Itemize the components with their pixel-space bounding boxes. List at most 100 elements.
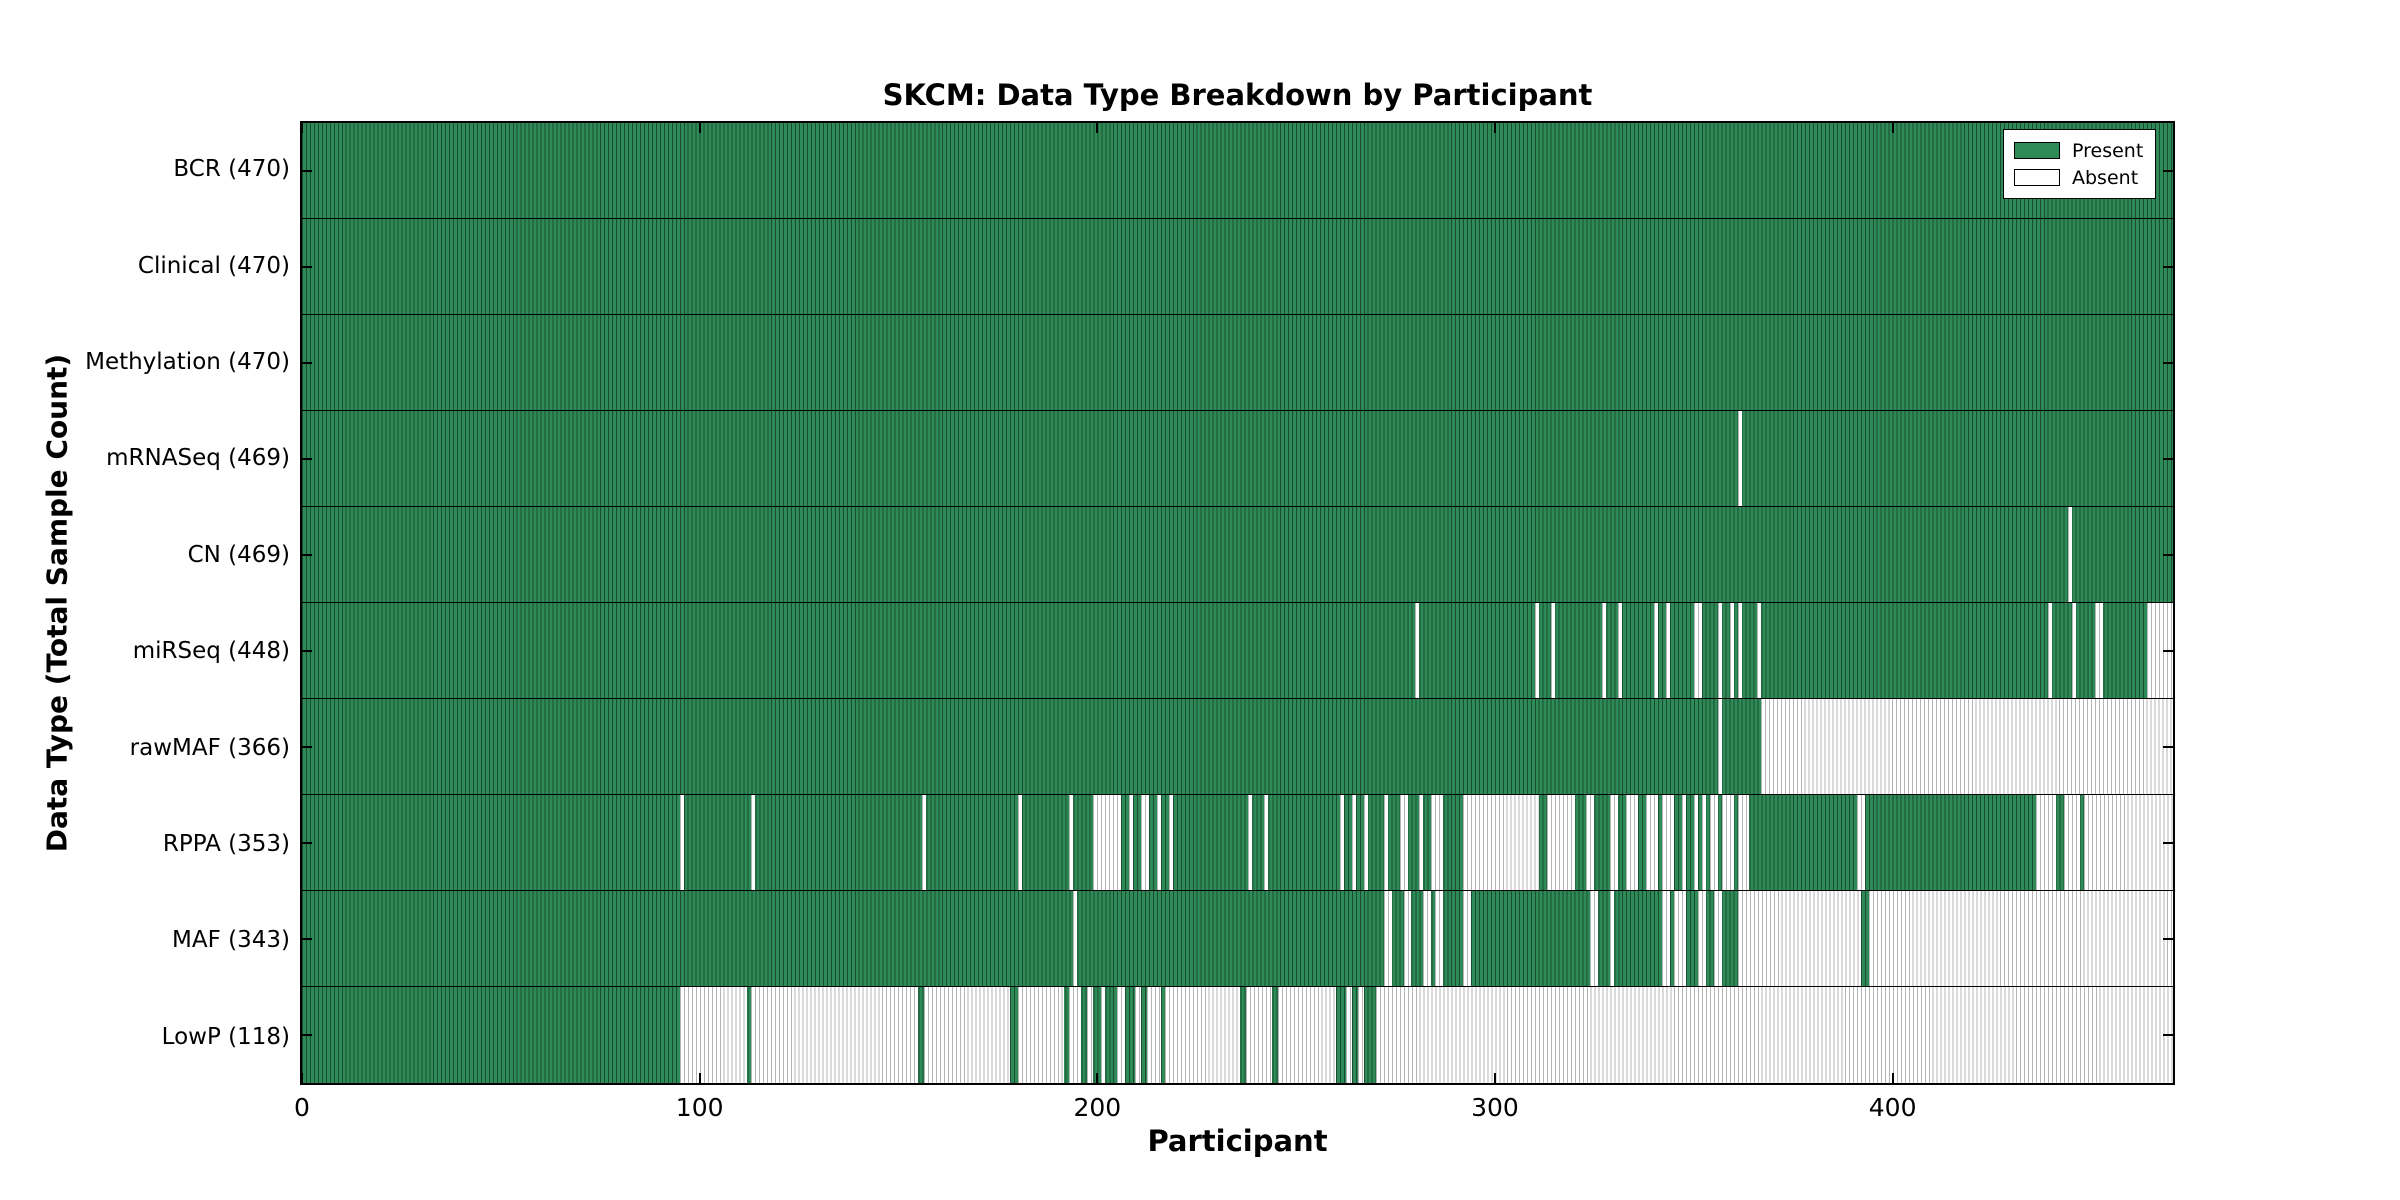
y-tick-label-rppa: RPPA (353) bbox=[162, 831, 290, 857]
absent-segment bbox=[1101, 987, 1106, 1083]
absent-segment bbox=[1419, 795, 1424, 891]
absent-segment bbox=[1357, 987, 1364, 1083]
x-tick bbox=[1096, 123, 1099, 133]
absent-segment bbox=[1757, 603, 1762, 699]
heatmap-row-rawmaf bbox=[302, 699, 2173, 795]
absent-segment bbox=[1363, 795, 1368, 891]
absent-segment bbox=[1351, 795, 1356, 891]
absent-segment bbox=[1693, 795, 1698, 891]
y-tick bbox=[2163, 746, 2173, 748]
absent-segment bbox=[2063, 795, 2080, 891]
absent-swatch-icon bbox=[2014, 169, 2060, 186]
y-tick bbox=[2163, 938, 2173, 940]
absent-segment bbox=[1156, 795, 1161, 891]
absent-segment bbox=[1681, 795, 1686, 891]
absent-segment bbox=[1693, 603, 1702, 699]
legend: Present Absent bbox=[2003, 129, 2157, 199]
y-tick bbox=[302, 1034, 312, 1036]
absent-segment bbox=[922, 795, 927, 891]
absent-segment bbox=[1073, 891, 1078, 987]
chart-title: SKCM: Data Type Breakdown by Participant bbox=[882, 78, 1593, 112]
absent-segment bbox=[1403, 891, 1412, 987]
x-tick bbox=[698, 1073, 701, 1083]
x-tick bbox=[301, 1073, 303, 1083]
absent-segment bbox=[679, 987, 748, 1083]
y-tick bbox=[2163, 842, 2173, 844]
absent-segment bbox=[1717, 699, 1722, 795]
absent-segment bbox=[1246, 987, 1273, 1083]
x-tick-label-300: 300 bbox=[1471, 1093, 1519, 1122]
absent-segment bbox=[1463, 795, 1539, 891]
heatmap-row-clinical bbox=[302, 219, 2173, 315]
absent-segment bbox=[1431, 795, 1444, 891]
y-tick-label-methylation: Methylation (470) bbox=[85, 349, 290, 375]
x-tick bbox=[1891, 1073, 1894, 1083]
x-axis-title: Participant bbox=[1147, 1124, 1328, 1158]
legend-item-absent: Absent bbox=[2014, 164, 2143, 191]
heatmap-row-maf bbox=[302, 891, 2173, 987]
y-tick bbox=[2163, 1034, 2173, 1036]
absent-segment bbox=[679, 795, 684, 891]
absent-segment bbox=[1618, 603, 1623, 699]
y-tick bbox=[2163, 458, 2173, 460]
y-tick bbox=[2163, 266, 2173, 268]
y-tick-label-maf: MAF (343) bbox=[172, 927, 290, 954]
absent-segment bbox=[1435, 891, 1444, 987]
y-tick bbox=[302, 554, 312, 556]
heatmap-row-mirseq bbox=[302, 603, 2173, 699]
absent-segment bbox=[1761, 699, 2173, 795]
row-separator bbox=[302, 698, 2173, 700]
absent-segment bbox=[1697, 891, 1706, 987]
absent-segment bbox=[1602, 603, 1607, 699]
absent-segment bbox=[1626, 795, 1639, 891]
absent-segment bbox=[1117, 987, 1126, 1083]
absent-segment bbox=[1550, 603, 1555, 699]
absent-segment bbox=[1339, 795, 1344, 891]
absent-segment bbox=[1673, 891, 1686, 987]
heatmap-row-methylation bbox=[302, 315, 2173, 411]
absent-segment bbox=[1017, 795, 1022, 891]
y-tick-label-mirseq: miRSeq (448) bbox=[132, 638, 290, 665]
absent-segment bbox=[1709, 795, 1718, 891]
row-separator bbox=[302, 410, 2173, 412]
absent-segment bbox=[1610, 795, 1619, 891]
absent-segment bbox=[1093, 795, 1122, 891]
absent-segment bbox=[1017, 987, 1064, 1083]
absent-segment bbox=[924, 987, 1010, 1083]
x-tick bbox=[698, 123, 701, 133]
row-separator bbox=[302, 314, 2173, 316]
absent-segment bbox=[1534, 603, 1539, 699]
absent-segment bbox=[1141, 795, 1150, 891]
y-tick bbox=[302, 362, 312, 364]
absent-segment bbox=[2071, 603, 2076, 699]
y-tick bbox=[2163, 362, 2173, 364]
absent-segment bbox=[1737, 891, 1861, 987]
absent-segment bbox=[1868, 891, 2173, 987]
absent-segment bbox=[2095, 603, 2104, 699]
absent-segment bbox=[1069, 987, 1082, 1083]
x-tick bbox=[1891, 123, 1894, 133]
absent-segment bbox=[2067, 507, 2072, 603]
row-separator bbox=[302, 986, 2173, 988]
absent-segment bbox=[751, 795, 756, 891]
y-tick bbox=[2163, 170, 2173, 172]
y-tick-label-mrnaseq: mRNASeq (469) bbox=[106, 445, 290, 472]
heatmap-row-bcr bbox=[302, 123, 2173, 219]
legend-absent-label: Absent bbox=[2072, 166, 2139, 189]
absent-segment bbox=[1721, 795, 1734, 891]
absent-segment bbox=[1610, 891, 1615, 987]
absent-segment bbox=[1415, 603, 1420, 699]
y-tick-label-rawmaf: rawMAF (366) bbox=[129, 734, 290, 761]
heatmap-row-rppa bbox=[302, 795, 2173, 891]
y-tick-label-lowp: LowP (118) bbox=[161, 1023, 290, 1050]
absent-segment bbox=[1590, 891, 1599, 987]
y-tick bbox=[302, 746, 312, 748]
absent-segment bbox=[1147, 987, 1161, 1083]
absent-segment bbox=[2035, 795, 2056, 891]
x-tick-label-0: 0 bbox=[294, 1093, 310, 1122]
x-tick bbox=[301, 123, 303, 133]
x-tick-label-200: 200 bbox=[1073, 1093, 1122, 1122]
absent-segment bbox=[1737, 603, 1742, 699]
y-tick-label-clinical: Clinical (470) bbox=[137, 252, 290, 279]
